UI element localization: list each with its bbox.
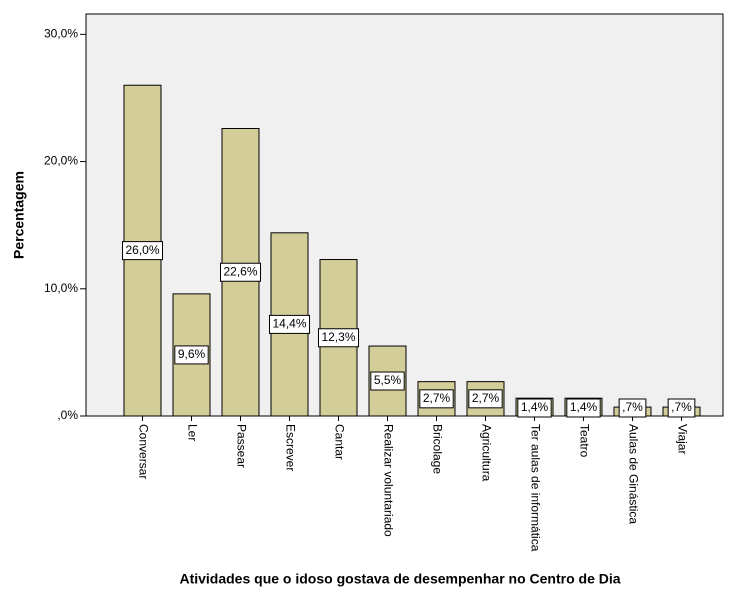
value-label-box	[268, 314, 311, 334]
x-tick-label: Escrever	[283, 424, 297, 471]
value-label-box	[370, 371, 405, 391]
value-label: 1,4%	[521, 400, 549, 414]
value-label: 12,3%	[321, 330, 355, 344]
value-label-box	[517, 398, 552, 418]
value-label-box	[667, 398, 696, 418]
value-label-box	[419, 389, 454, 409]
x-tick-label: Viajar	[675, 424, 689, 454]
value-label: ,7%	[622, 400, 643, 414]
x-axis-title: Atividades que o idoso gostava de desemp…	[179, 571, 620, 587]
y-tick-label: 30,0%	[44, 27, 78, 41]
x-tick-label: Teatro	[577, 424, 591, 458]
x-tick-label: Conversar	[136, 424, 150, 479]
y-axis-title: Percentagem	[11, 171, 27, 259]
value-label-box	[618, 398, 647, 418]
x-tick-label: Realizar voluntariado	[381, 424, 395, 537]
x-tick-label: Bricolage	[430, 424, 444, 474]
value-label: 2,7%	[472, 391, 500, 405]
value-label-box	[566, 398, 601, 418]
value-label-box	[121, 241, 164, 261]
y-tick-label: ,0%	[57, 408, 78, 422]
x-tick-label: Ler	[185, 424, 199, 441]
value-label: 2,7%	[423, 391, 451, 405]
x-tick-label: Cantar	[332, 424, 346, 460]
value-label-box	[219, 262, 262, 282]
x-tick-label: Ter aulas de informática	[528, 424, 542, 552]
value-label: 14,4%	[272, 317, 306, 331]
value-label: 5,5%	[374, 373, 402, 387]
value-label-box	[174, 345, 209, 365]
value-label-box	[468, 389, 503, 409]
y-tick-label: 10,0%	[44, 281, 78, 295]
value-label: 26,0%	[125, 243, 159, 257]
value-label: 1,4%	[570, 400, 598, 414]
value-label: 9,6%	[178, 347, 206, 361]
x-tick-label: Aulas de Ginástica	[626, 424, 640, 524]
x-tick-label: Agricultura	[479, 424, 493, 482]
x-tick-label: Passear	[234, 424, 248, 468]
value-label-box	[317, 328, 360, 348]
value-label: ,7%	[671, 400, 692, 414]
value-label: 22,6%	[223, 264, 257, 278]
y-tick-label: 20,0%	[44, 154, 78, 168]
